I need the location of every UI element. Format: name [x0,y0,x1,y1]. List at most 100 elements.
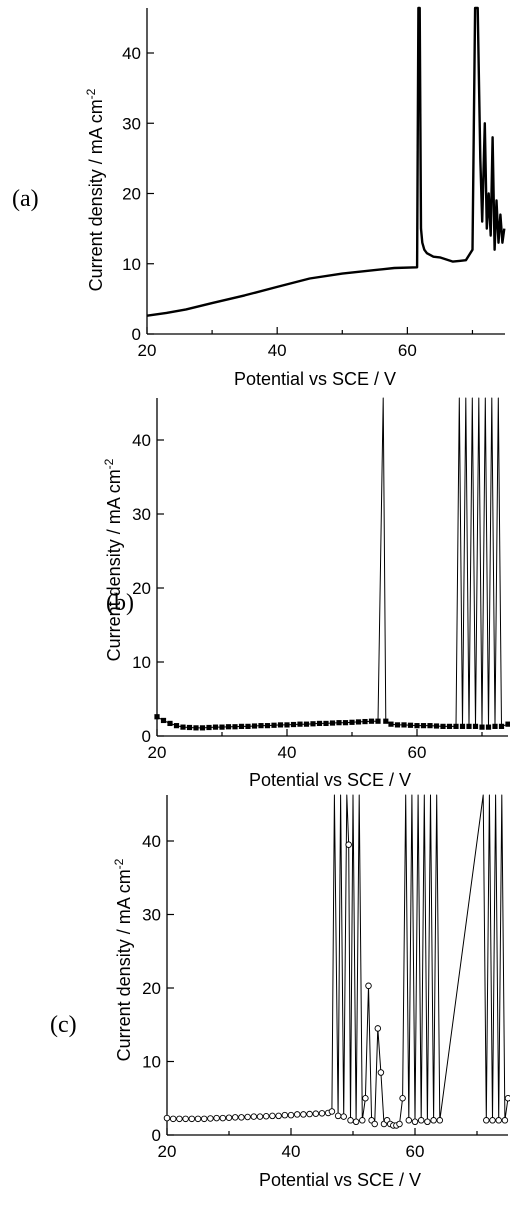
panel-b-data-point [433,723,440,729]
panel-b-y-tick-label: 20 [132,579,151,598]
panel-c-data-point [399,1094,406,1102]
panel-b-y-tick-label: 40 [132,431,151,450]
panel-c-data-point [300,1111,307,1118]
panel-b-data-point [472,723,479,729]
panel-b-x-tick-label: 40 [278,743,297,762]
panel-b-data-point [199,725,206,731]
panel-a-y-tick-label: 40 [122,44,141,63]
svg-text:Current density / mA cm-2: Current density / mA cm-2 [112,858,134,1061]
panel-c-data-point [417,1117,425,1124]
panel-c-data-point [275,1112,282,1120]
panel-b-data-point [206,724,212,731]
panel-c-data-point [359,1117,366,1124]
panel-c-data-point [328,1108,336,1115]
panel-c-data-point [188,1115,196,1123]
panel-b-data-point [407,722,414,728]
panel-c-data-point [340,1113,347,1120]
panel-b-data-point [316,720,323,727]
panel-a-x-tick-label: 60 [398,341,417,360]
panel-b-data-point [323,720,329,727]
panel-c-data-point [194,1115,202,1123]
panel-b-data-point [446,723,453,729]
panel-b-data-point [212,724,219,730]
panel-a-y-tick-label: 10 [122,255,141,274]
panel-c-data-point [411,1118,419,1126]
panel-c-data-point [219,1114,227,1122]
panel-c-data-point [182,1115,189,1123]
panel-b-data-point [310,721,316,727]
panel-a-x-tick-label: 40 [268,341,287,360]
panel-a-label: (a) [12,186,39,212]
panel-c-data-point [365,982,372,990]
panel-c-data-point [256,1113,264,1120]
panel-b-data-point [154,714,160,720]
panel-a-ylabel-sup: -2 [84,88,98,99]
panel-b-data-point [427,723,433,729]
panel-c-data-point [207,1115,214,1122]
panel-a-x-ticks: 20 40 60 [138,327,474,360]
panel-b-data-point [414,723,420,729]
panel-b-y-tick-label: 0 [142,727,151,746]
panel-b-x-tick-label: 60 [408,743,427,762]
panel-c-data-point [231,1114,239,1121]
panel-c-data-point [352,1118,360,1126]
panel-c-data-point [396,1120,403,1128]
panel-b-data-point [167,720,173,727]
panel-b-data-point [284,722,290,728]
panel-c-data-point [306,1110,313,1118]
panel-c-data-point [225,1114,233,1121]
panel-c-data-point [293,1111,301,1118]
panel-c-data-point [262,1113,270,1120]
panel-b-data-point [388,721,394,727]
panel-c-y-tick-label: 0 [152,1126,161,1145]
panel-c-y-tick-label: 30 [142,906,161,925]
panel-c-x-tick-label: 60 [406,1142,425,1161]
panel-c-data-point [424,1118,431,1126]
panel-c-data-point [345,841,352,848]
panel-c-data-point [362,1094,369,1102]
panel-b-data-point [466,723,472,729]
panel-c-x-ticks: 20 40 60 [158,1128,478,1161]
panel-c-data-point [312,1110,320,1117]
panel-b-y-tick-label: 10 [132,653,151,672]
panel-c-label: (c) [50,1012,77,1038]
panel-b-data-point [219,724,225,730]
panel-c-data-point [169,1115,177,1123]
panel-a: (a) Current density / mA cm-2 010203040 … [12,6,506,389]
panel-c-data-point [163,1114,171,1122]
panel-b-y-ticks: 0 10 20 30 40 [132,431,164,746]
panel-c-y-tick-label: 10 [142,1053,161,1072]
panel-c-y-tick-label: 20 [142,979,161,998]
panel-b-data-point [245,723,251,729]
panel-c-ylabel-main: Current density / mA cm [114,869,134,1061]
panel-a-xlabel: Potential vs SCE / V [234,369,396,389]
panel-b-data-point [355,719,362,725]
panel-b-data-point [479,724,485,730]
panel-b-data-point [498,723,505,729]
panel-a-y-tick-label: 0 [132,325,141,344]
panel-c-ylabel-sup: -2 [112,858,126,869]
panel-c-plot-area [163,794,510,1129]
panel-c-data-point [318,1110,326,1117]
panel-a-y-ticks: 0 10 20 30 40 [122,44,154,344]
panel-b-data-point [251,723,258,729]
panel-c-data-point [504,1095,510,1102]
panel-c-data-point [244,1113,251,1121]
panel-b-data-point [180,724,186,730]
panel-b-data-point [420,723,427,729]
panel-c-ylabel: Current density / mA cm-2 [112,858,134,1061]
panel-b-x-tick-label: 20 [148,743,167,762]
panel-c-data-point [436,1117,444,1124]
panel-b-data-point [394,722,401,728]
panel-c-data-point [176,1115,183,1123]
panel-c-data-point [269,1112,276,1120]
panel-c-series-line [166,794,509,1126]
panel-b-data-point [277,722,284,728]
panel-c-data-point [501,1117,509,1124]
panel-c-xlabel: Potential vs SCE / V [259,1170,421,1190]
panel-b-data-point [186,724,193,731]
panel-b-data-point [173,723,180,729]
panel-b-data-point [160,717,167,724]
panel-c-data-point [377,1069,385,1076]
